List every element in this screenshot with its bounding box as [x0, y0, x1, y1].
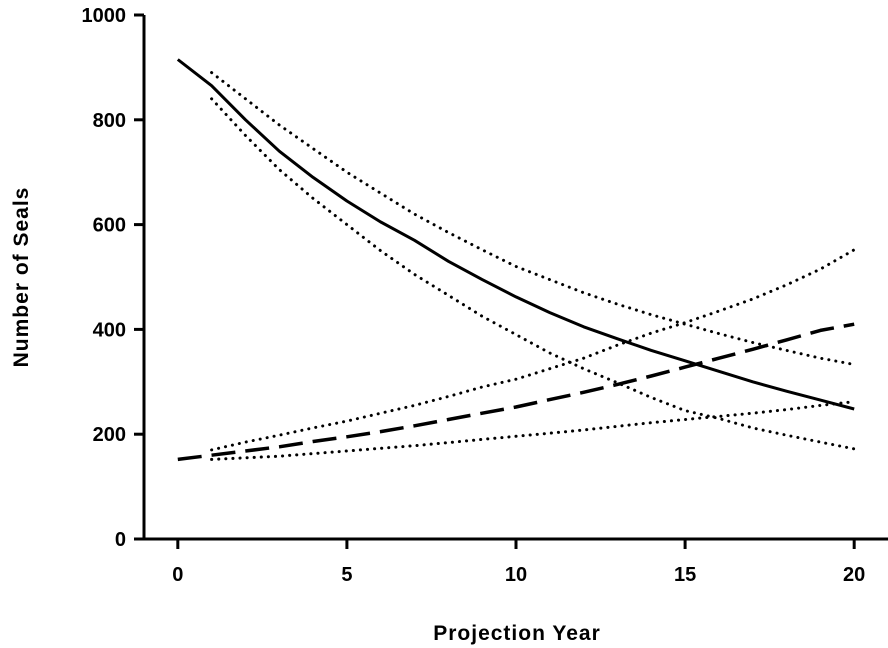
- x-tick-label: 10: [505, 564, 527, 586]
- tick-labels: 0 200 400 600 800 1000 0 5 10 15 20: [82, 5, 866, 586]
- y-tick-label: 800: [93, 110, 126, 132]
- y-axis-title: Number of Seals: [10, 187, 33, 368]
- x-axis-title: Projection Year: [433, 622, 601, 645]
- y-tick-label: 600: [93, 215, 126, 237]
- y-tick-label: 200: [93, 424, 126, 446]
- series-line-dotted-1: [210, 71, 856, 366]
- series-line-dotted-4: [210, 248, 856, 452]
- y-tick-label: 0: [115, 529, 126, 551]
- y-tick-label: 400: [93, 319, 126, 341]
- series-line-dashed-3: [177, 322, 855, 462]
- x-tick-label: 0: [172, 564, 183, 586]
- axes: [134, 13, 888, 549]
- x-tick-label: 20: [843, 564, 865, 586]
- y-tick-label: 1000: [82, 5, 127, 27]
- series-line-dotted-5: [210, 400, 856, 461]
- series-line-dotted-2: [210, 97, 856, 451]
- plot-lines: [176, 58, 856, 462]
- series-line-solid-0: [176, 58, 855, 411]
- x-tick-label: 15: [674, 564, 696, 586]
- x-tick-label: 5: [341, 564, 352, 586]
